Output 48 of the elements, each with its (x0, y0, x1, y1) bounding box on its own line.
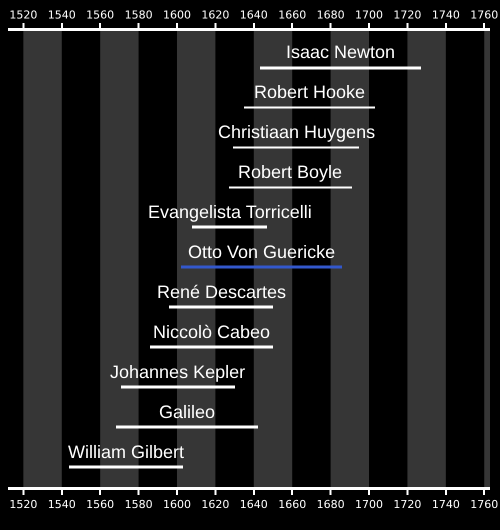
x-tick-label: 1680 (316, 8, 345, 22)
x2-tick-label: 1640 (240, 498, 268, 512)
x-tick-label: 1660 (278, 8, 306, 22)
x-tick-label: 1720 (393, 8, 422, 22)
x-tick-label: 1740 (432, 8, 460, 22)
y-tick-label: Niccolò Cabeo (153, 322, 270, 342)
y-tick-label: Robert Hooke (254, 82, 366, 102)
bar (244, 106, 375, 108)
x2-tick-label: 1620 (201, 498, 230, 512)
x2-tick-label: 1580 (124, 498, 153, 512)
bar (260, 66, 421, 70)
y-tick-label: Evangelista Torricelli (148, 202, 312, 222)
x-tick-label: 1600 (162, 8, 191, 22)
x-tick-label: 1520 (9, 8, 38, 22)
bar (181, 265, 342, 268)
bar (233, 146, 359, 148)
x-tick-label: 1760 (470, 8, 498, 22)
x2-tick-label: 1660 (278, 498, 306, 512)
y-tick-label: Robert Boyle (238, 162, 342, 182)
y-tick-label: Otto Von Guericke (188, 242, 336, 262)
y-tick-label: René Descartes (157, 282, 286, 302)
x-tick-label: 1560 (86, 8, 114, 22)
y-tick-label: William Gilbert (68, 442, 184, 462)
x2-tick-label: 1720 (393, 498, 422, 512)
x-tick-label: 1580 (124, 8, 153, 22)
x2-tick-label: 1540 (48, 498, 76, 512)
x2-tick-label: 1600 (162, 498, 191, 512)
x-tick-label: 1640 (240, 8, 268, 22)
bar (229, 186, 352, 188)
y-tick-label: Galileo (159, 402, 216, 422)
bar (169, 305, 273, 308)
x2-tick-label: 1520 (9, 498, 38, 512)
y-tick-label: Isaac Newton (286, 42, 396, 62)
x2-tick-label: 1560 (86, 498, 114, 512)
x-tick-label: 1700 (355, 8, 384, 22)
x2-tick-label: 1680 (316, 498, 345, 512)
y-tick-label: Christiaan Huygens (218, 122, 376, 142)
x-tick-label: 1540 (48, 8, 76, 22)
bar (116, 425, 258, 428)
x2-tick-label: 1740 (432, 498, 460, 512)
bar (121, 385, 235, 388)
bar (192, 225, 267, 228)
bar (69, 465, 183, 468)
x2-tick-label: 1760 (470, 498, 498, 512)
x-tick-label: 1620 (201, 8, 230, 22)
y-tick-label: Johannes Kepler (110, 362, 246, 382)
bar (150, 345, 273, 348)
x2-tick-label: 1700 (355, 498, 384, 512)
